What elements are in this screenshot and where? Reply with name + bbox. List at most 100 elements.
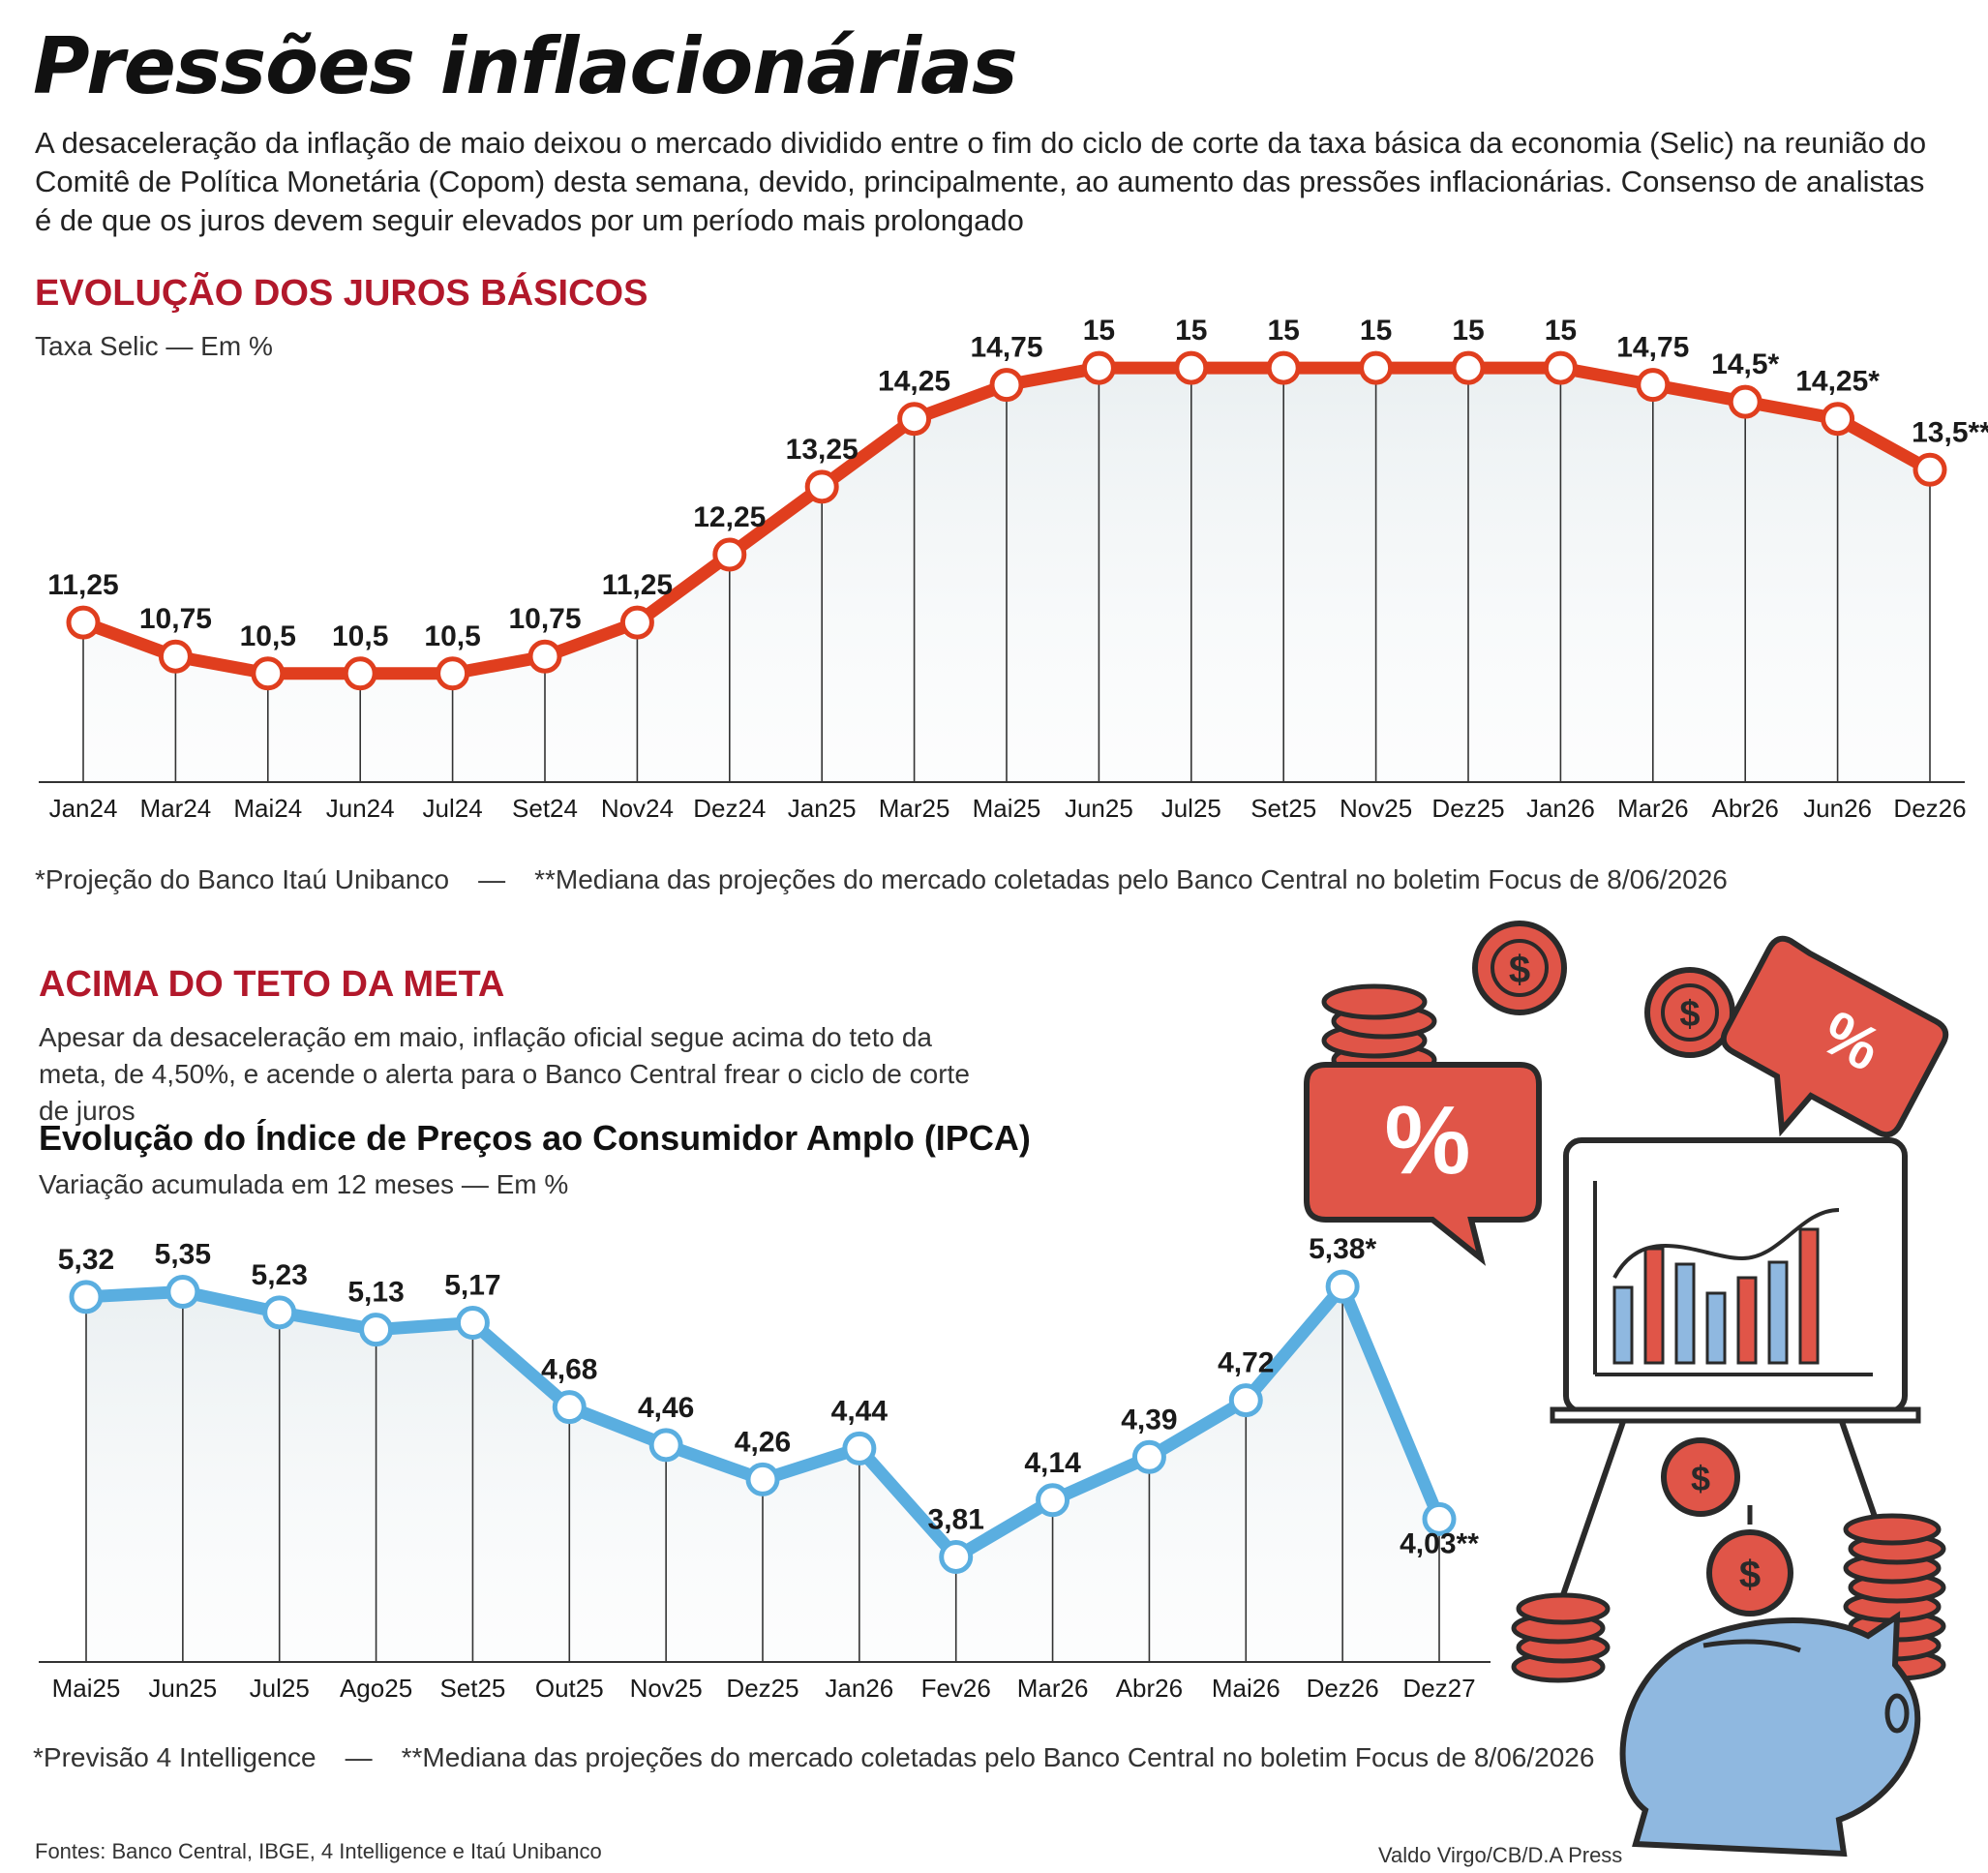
data-point: [804, 469, 839, 504]
data-point: [527, 639, 562, 674]
x-tick-label: Out25: [535, 1674, 604, 1703]
data-label: 5,13: [347, 1277, 404, 1309]
percent-speech-bubble-icon: %: [1720, 935, 1949, 1138]
x-tick-label: Abr26: [1116, 1674, 1183, 1703]
ipca-footnote-focus: **Mediana das projeções do mercado colet…: [401, 1742, 1595, 1772]
data-point: [158, 639, 193, 674]
data-point: [842, 1431, 877, 1465]
x-tick-label: Abr26: [1712, 794, 1779, 823]
x-tick-label: Mai25: [973, 794, 1041, 823]
data-point: [1325, 1269, 1360, 1304]
data-label: 4,44: [831, 1395, 889, 1427]
data-label: 4,72: [1218, 1347, 1274, 1379]
selic-footnote-itau: *Projeção do Banco Itaú Unibanco: [35, 864, 450, 894]
data-point: [359, 1313, 394, 1347]
data-point: [1131, 1439, 1166, 1474]
selic-footnote-focus: **Mediana das projeções do mercado colet…: [534, 864, 1728, 894]
x-tick-label: Mar24: [140, 794, 212, 823]
x-tick-label: Nov24: [601, 794, 674, 823]
x-tick-label: Jan26: [825, 1674, 893, 1703]
x-tick-label: Mar25: [879, 794, 950, 823]
data-label: 4,03**: [1400, 1527, 1479, 1559]
x-tick-label: Mar26: [1617, 794, 1689, 823]
data-point: [166, 1274, 200, 1309]
data-label: 4,68: [541, 1354, 597, 1386]
x-tick-label: Mai25: [52, 1674, 121, 1703]
data-label: 11,25: [602, 569, 673, 601]
x-tick-label: Dez25: [1431, 794, 1504, 823]
x-tick-label: Dez25: [726, 1674, 798, 1703]
data-label: 4,39: [1121, 1404, 1177, 1435]
data-label: 4,46: [638, 1392, 694, 1424]
dollar-coin-icon: $: [1472, 921, 1567, 1015]
data-point: [262, 1295, 297, 1330]
data-label: 5,38*: [1309, 1233, 1376, 1265]
data-label: 15: [1545, 315, 1577, 347]
credit-text: Valdo Virgo/CB/D.A Press: [1378, 1843, 1623, 1867]
data-label: 10,5: [240, 620, 296, 652]
x-tick-label: Jun24: [326, 794, 395, 823]
x-tick-label: Dez26: [1307, 1674, 1379, 1703]
dollar-glyph: $: [1509, 949, 1530, 991]
data-label: 14,25*: [1795, 366, 1880, 398]
x-tick-label: Mai26: [1212, 1674, 1280, 1703]
data-point: [1228, 1383, 1263, 1418]
x-tick-label: Jun25: [1065, 794, 1133, 823]
ipca-section-title: ACIMA DO TETO DA META: [39, 964, 505, 1005]
data-label: 14,75: [970, 332, 1042, 364]
ipca-chart-title: Evolução do Índice de Preços ao Consumid…: [39, 1118, 1031, 1158]
piggy-bank-icon: $: [1619, 1505, 1921, 1858]
data-label: 10,75: [508, 603, 581, 635]
data-point: [1266, 350, 1301, 385]
data-point: [436, 656, 470, 691]
data-label: 5,17: [444, 1270, 500, 1302]
data-point: [1636, 368, 1671, 403]
x-tick-label: Ago25: [340, 1674, 412, 1703]
data-point: [1728, 384, 1762, 419]
x-tick-label: Set24: [512, 794, 578, 823]
x-tick-label: Mai24: [233, 794, 302, 823]
chart-area-shading: [86, 1286, 1439, 1662]
ipca-chart-subtitle: Variação acumulada em 12 meses — Em %: [39, 1169, 569, 1199]
data-point: [1422, 1501, 1457, 1536]
data-label: 10,75: [139, 603, 212, 635]
data-label: 4,26: [735, 1426, 791, 1458]
x-tick-label: Set25: [1250, 794, 1316, 823]
data-point: [1913, 452, 1947, 487]
dollar-coin-icon: $: [1644, 967, 1735, 1058]
data-label: 15: [1268, 315, 1300, 347]
x-tick-label: Fev26: [921, 1674, 991, 1703]
ipca-section-description: Apesar da desaceleração em maio, inflaçã…: [39, 1022, 970, 1126]
data-label: 3,81: [928, 1503, 984, 1535]
ipca-footnote: *Previsão 4 Intelligence — **Mediana das p…: [33, 1742, 1594, 1773]
data-point: [712, 537, 747, 572]
x-tick-label: Jan25: [788, 794, 857, 823]
percent-speech-bubble-icon: %: [1304, 1062, 1542, 1266]
intro-text: A desaceleração da inflação de maio deix…: [35, 126, 1927, 237]
data-label: 15: [1452, 315, 1484, 347]
data-label: 10,5: [332, 620, 388, 652]
data-label: 15: [1360, 315, 1392, 347]
x-tick-label: Jan26: [1526, 794, 1595, 823]
data-point: [1359, 350, 1394, 385]
data-point: [989, 368, 1024, 403]
percent-glyph: %: [1385, 1086, 1471, 1194]
x-tick-label: Nov25: [1340, 794, 1412, 823]
data-point: [1451, 350, 1486, 385]
data-point: [745, 1462, 780, 1496]
sources-text: Fontes: Banco Central, IBGE, 4 Intellige…: [35, 1839, 602, 1863]
data-label: 14,25: [878, 366, 950, 398]
data-point: [1821, 402, 1855, 437]
data-label: 14,5*: [1711, 348, 1779, 380]
ipca-line-chart: 5,32 Mai25 5,35 Jun25 5,23 Jul25 5,13 Ago25 5,17…: [39, 1233, 1491, 1703]
selic-chart-subtitle: Taxa Selic — Em %: [35, 331, 273, 361]
data-label: 5,35: [155, 1238, 211, 1270]
x-tick-label: Dez27: [1402, 1674, 1475, 1703]
data-point: [552, 1390, 587, 1425]
x-tick-label: Set25: [439, 1674, 505, 1703]
x-tick-label: Jan24: [49, 794, 118, 823]
data-point: [343, 656, 377, 691]
selic-section-title: EVOLUÇÃO DOS JUROS BÁSICOS: [35, 273, 648, 314]
data-label: 5,32: [58, 1244, 114, 1276]
data-point: [69, 1280, 104, 1314]
